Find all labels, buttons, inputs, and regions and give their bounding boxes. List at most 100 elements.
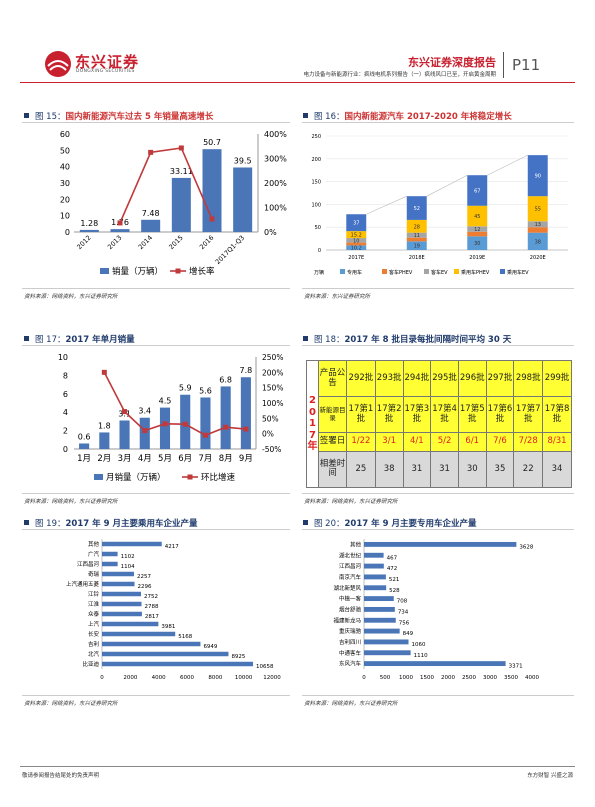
bar	[141, 219, 161, 232]
table-cell: 34	[542, 450, 572, 489]
segment-label: 52	[414, 206, 420, 212]
y-right-tick: 100%	[262, 399, 283, 408]
footer-disclaimer: 敬请参阅报告结尾处的免责声明	[22, 773, 100, 779]
table-row: 相差时间 25 38 31 31 30 35 22 34	[307, 450, 572, 489]
segment-label: 90	[535, 174, 541, 180]
y-right-tick: 150%	[262, 384, 283, 393]
bar-label: 2257	[137, 574, 151, 580]
table-row: 新能源目录 17第1批 17第2批 17第3批 17第4批 17第5批 17第6…	[307, 396, 572, 434]
bar-label: 5168	[178, 634, 192, 640]
growth-point	[209, 216, 215, 222]
table-cell: 30	[457, 450, 487, 489]
y-tick: 长安	[88, 630, 100, 638]
row-head: 新能源目录	[318, 396, 347, 434]
y-tick: 50	[315, 225, 321, 231]
x-tick: 3500	[504, 675, 518, 681]
mom-point	[182, 421, 188, 427]
fig19-title: 图 19：2017 年 9 月主要乘用车企业产量	[24, 517, 197, 529]
mom-point	[162, 421, 168, 427]
x-tick: 12000	[263, 675, 281, 681]
stack-segment	[346, 214, 367, 232]
bar	[171, 177, 191, 232]
y-tick: 150	[311, 180, 321, 186]
bar	[119, 420, 130, 449]
y-left-tick: 60	[60, 130, 70, 139]
y-left-tick: 40	[60, 163, 70, 172]
bar	[364, 541, 517, 547]
bar	[233, 167, 253, 232]
bar-label: 2788	[144, 604, 158, 610]
legend-growth: 增长率	[189, 266, 215, 277]
legend-marker-mom	[187, 474, 193, 480]
legend-swatch	[382, 269, 387, 274]
logo-en: DONGXING SECURITIES	[76, 69, 135, 74]
segment-label: 67	[474, 188, 480, 194]
bar-label: 708	[397, 599, 408, 605]
footer-rule	[20, 766, 575, 767]
y-tick: 200	[311, 157, 321, 163]
x-tick: 2000	[441, 675, 455, 681]
row-head: 产品公告	[318, 359, 347, 398]
y-tick: 江淮	[88, 600, 100, 608]
bar-label: 2752	[144, 594, 158, 600]
stack-segment	[406, 196, 427, 220]
fig17-source: 资料来源：网络资料，东兴证券研究所	[24, 499, 118, 505]
x-tick: 8000	[208, 675, 222, 681]
trend-connector	[366, 195, 407, 215]
fig18-bottom-rule	[302, 493, 574, 494]
fig15-top-rule	[22, 122, 290, 123]
table-cell: 297批	[485, 359, 515, 398]
x-tick: 2019E	[469, 255, 485, 261]
bar	[364, 574, 386, 580]
bar-label: 7.48	[142, 209, 160, 218]
table-cell: 1/22	[346, 432, 376, 452]
x-tick: 4000	[525, 675, 539, 681]
x-tick: 0	[100, 675, 104, 681]
y-right-tick: -50%	[262, 445, 281, 454]
bar-label: 8925	[231, 654, 245, 660]
y-tick: 100	[311, 202, 321, 208]
y-tick: 广汽	[88, 550, 100, 558]
bar	[364, 650, 411, 656]
y-tick: 上汽通用五菱	[66, 580, 100, 588]
x-tick: 2018E	[409, 255, 425, 261]
bar-label: 1060	[412, 642, 426, 648]
bar	[364, 661, 506, 667]
x-tick: 5月	[158, 454, 172, 464]
y-tick: 奇瑞	[88, 570, 100, 578]
y-tick: 中植一客	[339, 595, 362, 603]
y-left-tick: 30	[60, 179, 70, 188]
fig18-top-rule	[302, 345, 574, 346]
y-tick: 吉利	[88, 640, 99, 648]
stack-segment	[467, 205, 488, 227]
bar	[364, 606, 395, 612]
bar	[102, 631, 176, 637]
bar	[139, 417, 150, 449]
y-tick: 其他	[88, 540, 100, 548]
legend-swatch	[424, 269, 429, 274]
fig17-bottom-rule	[22, 493, 290, 494]
y-tick: 湖北新楚风	[333, 584, 361, 592]
mom-point	[223, 424, 229, 430]
bar	[364, 563, 384, 569]
bar	[102, 621, 159, 627]
fig17-chart: 0 2 4 6 8 10 -50% 0% 50% 100% 150% 200% 250% 0.6 1月 1.8…	[58, 353, 284, 483]
bar	[364, 628, 400, 634]
y-right-tick: 50%	[262, 414, 279, 423]
segment-label: 19	[414, 244, 420, 250]
legend-swatch-monthly	[94, 474, 103, 480]
y-tick: 吉利四川	[339, 638, 361, 646]
y-right-tick: 100%	[264, 204, 287, 213]
y-tick: 东风汽车	[339, 660, 362, 668]
segment-label: 11	[414, 233, 420, 239]
bar	[102, 641, 201, 647]
segment-label: 37	[353, 221, 359, 227]
fig16-top-rule	[302, 122, 574, 123]
x-tick: 7月	[198, 454, 212, 464]
x-tick: 4000	[152, 675, 166, 681]
bar	[102, 611, 142, 617]
legend-swatch-sales	[100, 268, 109, 274]
bar	[364, 596, 394, 602]
legend-mom: 环比增速	[201, 472, 236, 483]
